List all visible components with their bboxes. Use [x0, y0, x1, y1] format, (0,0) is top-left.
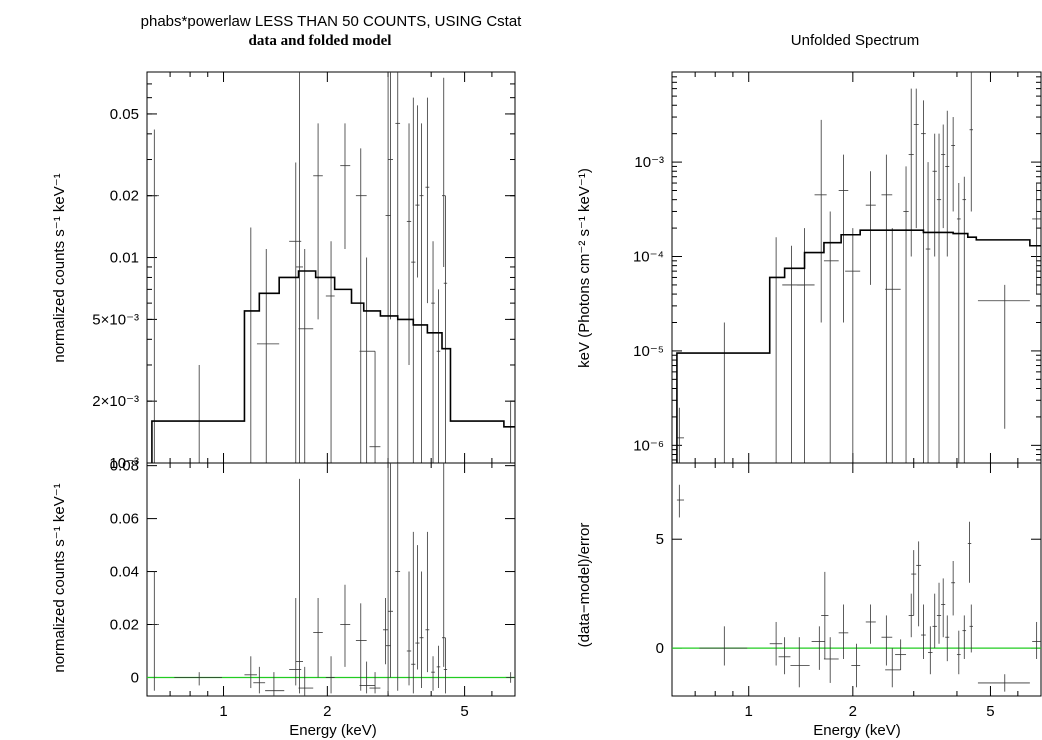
y-tick-label: 0.06	[110, 511, 139, 528]
left-subtitle: data and folded model	[249, 33, 392, 49]
y-tick-label: 5	[656, 531, 664, 548]
y-tick-label: 0.04	[110, 564, 139, 581]
folded-y-axis-label: normalized counts s⁻¹ keV⁻¹	[51, 173, 68, 362]
right-x-axis-label: Energy (keV)	[813, 722, 901, 739]
folded-residual-y-axis-label: normalized counts s⁻¹ keV⁻¹	[51, 483, 68, 672]
folded-residual-frame	[146, 462, 516, 697]
unfolded-residual-frame	[671, 462, 1042, 697]
x-tick-label: 5	[986, 703, 994, 720]
x-tick-label: 1	[219, 703, 227, 720]
y-tick-label: 0.02	[110, 617, 139, 634]
unfolded-y-axis-label: keV (Photons cm⁻² s⁻¹ keV⁻¹)	[576, 168, 593, 368]
y-tick-label: 0.05	[110, 106, 139, 123]
unfolded-residual-panel: (data−model)/error Energy (keV) 1 2 5 0 5	[576, 462, 1042, 739]
folded-spectrum-panel: normalized counts s⁻¹ keV⁻¹ 10⁻³ 2×10⁻³ 5×…	[51, 71, 516, 472]
x-tick-label: 2	[849, 703, 857, 720]
unfolded-spectrum-panel: keV (Photons cm⁻² s⁻¹ keV⁻¹) 10⁻⁶ 10⁻⁵ 10⁻…	[576, 71, 1042, 464]
y-tick-label: 10⁻³	[109, 455, 139, 472]
x-tick-label: 1	[745, 703, 753, 720]
model-curve	[151, 270, 515, 463]
right-title: Unfolded Spectrum	[791, 32, 919, 49]
left-x-axis-label: Energy (keV)	[289, 722, 377, 739]
y-tick-label: 10⁻³	[634, 154, 664, 171]
y-tick-label: 0.08	[110, 458, 139, 475]
left-title: phabs*powerlaw LESS THAN 50 COUNTS, USIN…	[141, 13, 523, 30]
y-tick-label: 2×10⁻³	[92, 393, 139, 410]
y-tick-label: 10⁻⁵	[633, 343, 664, 360]
y-tick-label: 10⁻⁴	[633, 249, 664, 266]
model-curve	[676, 229, 1041, 463]
x-tick-label: 2	[323, 703, 331, 720]
y-tick-label: 5×10⁻³	[92, 311, 139, 328]
unfolded-residual-y-axis-label: (data−model)/error	[576, 523, 593, 648]
y-tick-label: 0	[131, 669, 139, 686]
folded-residual-panel: normalized counts s⁻¹ keV⁻¹ Energy (keV)…	[51, 458, 516, 739]
y-tick-label: 10⁻⁶	[633, 437, 664, 454]
y-tick-label: 0.02	[110, 188, 139, 205]
unfolded-plot-frame	[671, 71, 1042, 464]
y-tick-label: 0	[656, 640, 664, 657]
x-tick-label: 5	[460, 703, 468, 720]
y-tick-label: 0.01	[110, 250, 139, 267]
